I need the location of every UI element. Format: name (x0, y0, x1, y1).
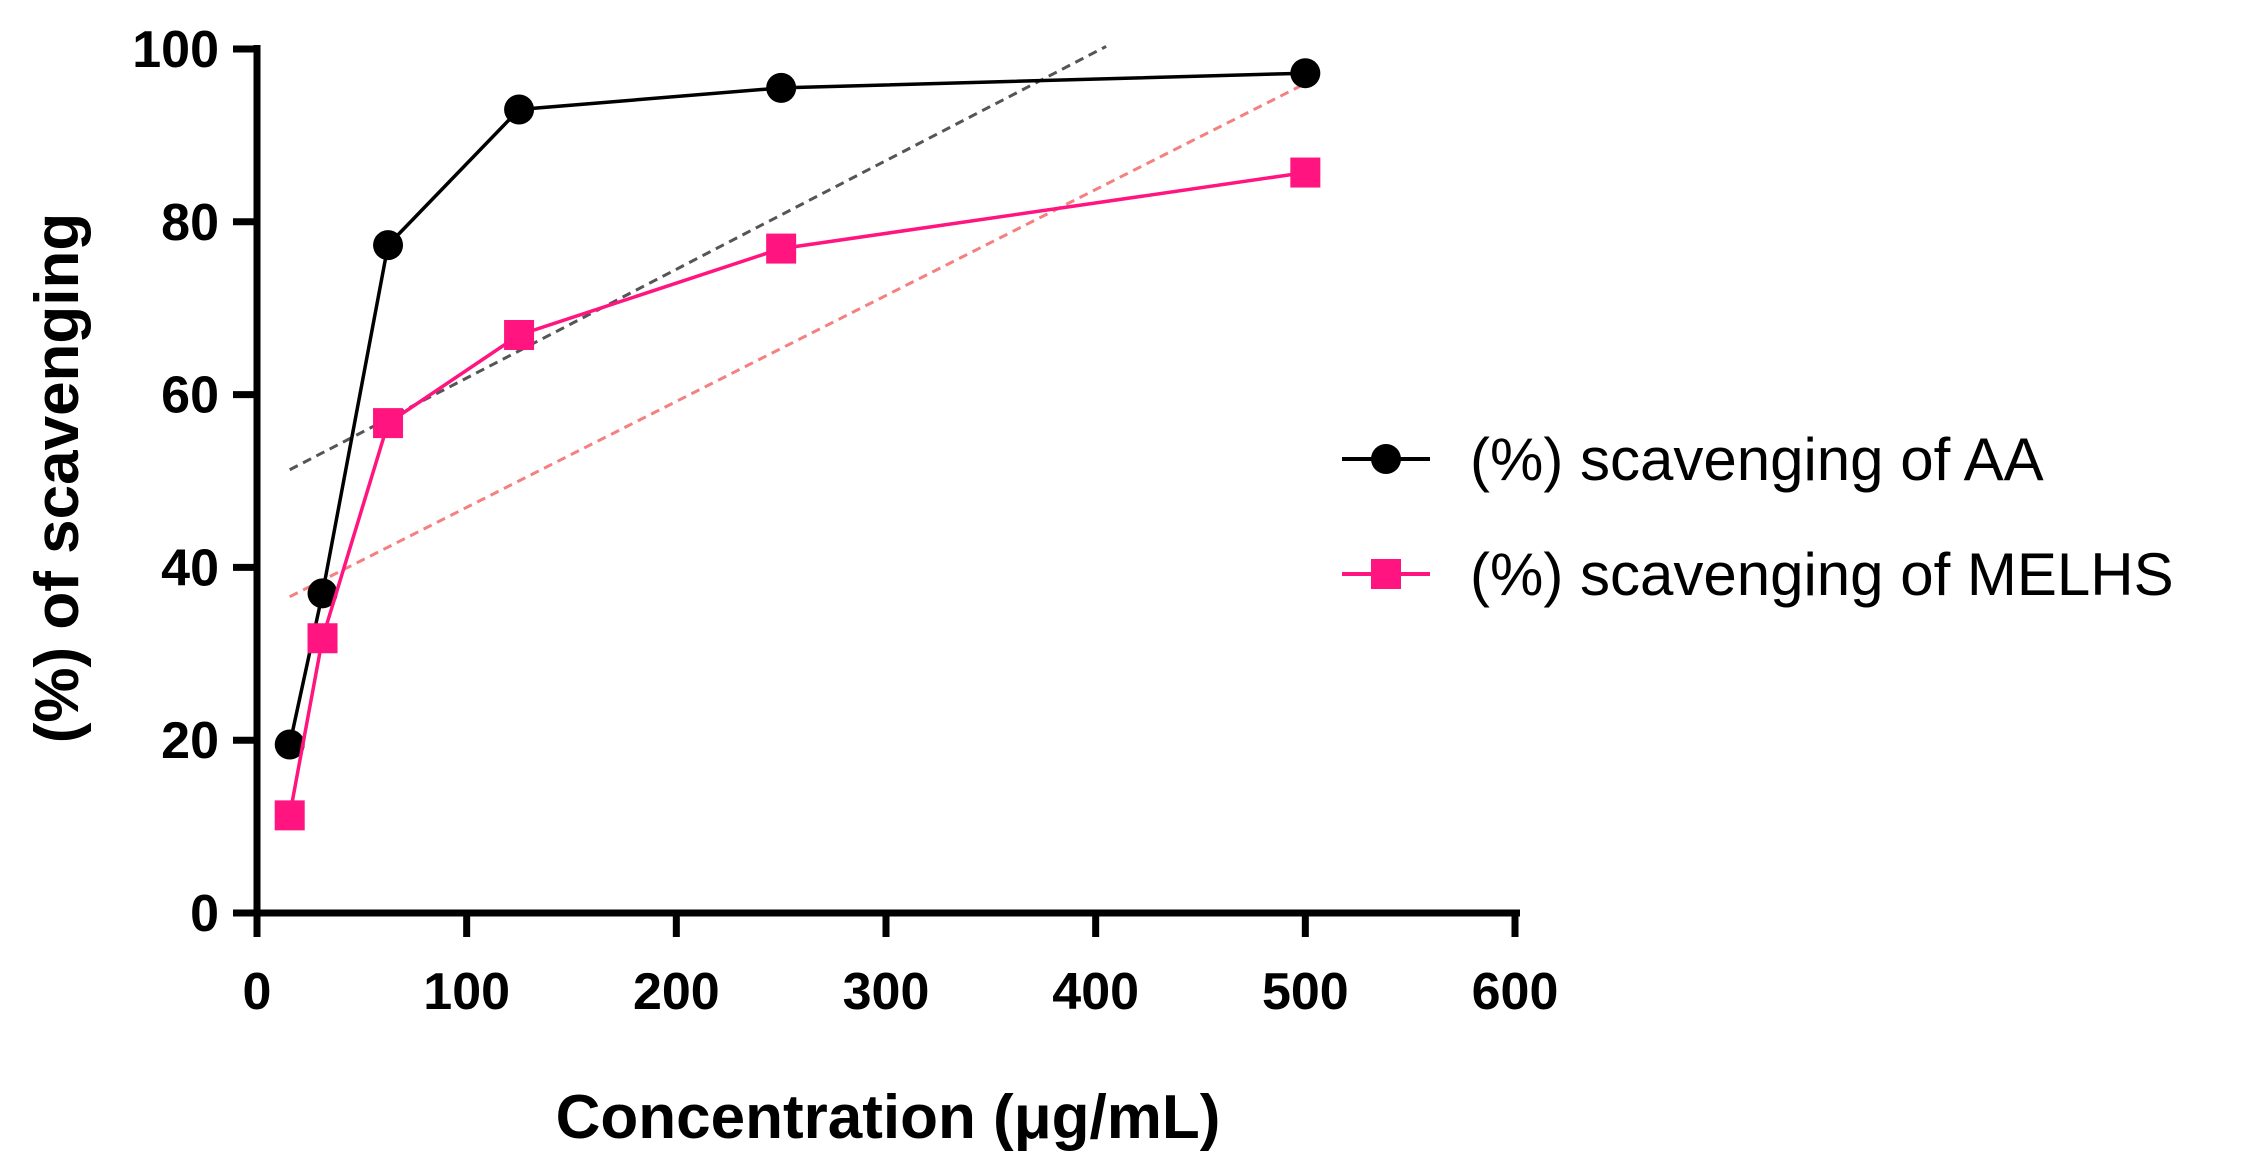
x-tick-label: 0 (243, 963, 272, 1021)
data-point-melhs (373, 408, 404, 439)
trendlines (289, 45, 1307, 599)
x-tick-label: 600 (1472, 963, 1559, 1021)
series (274, 58, 1321, 831)
y-axis-title: (%) of scavenging (23, 213, 92, 744)
data-point-aa (307, 578, 338, 609)
data-point-aa (274, 729, 305, 760)
data-point-melhs (504, 319, 535, 350)
legend-label-melhs: (%) scavenging of MELHS (1470, 541, 2174, 608)
legend: (%) scavenging of AA (%) scavenging of M… (1342, 426, 2174, 608)
y-tick-label: 80 (161, 194, 219, 252)
y-tick-label: 0 (190, 885, 219, 943)
x-tick-label: 200 (633, 963, 720, 1021)
data-point-aa (504, 94, 535, 125)
data-point-aa (1290, 58, 1321, 89)
x-ticks: 0 100 200 300 400 500 600 (243, 913, 1559, 1021)
x-tick-label: 500 (1262, 963, 1349, 1021)
data-point-melhs (766, 233, 797, 264)
x-tick-label: 300 (843, 963, 930, 1021)
legend-item-aa: (%) scavenging of AA (1342, 426, 2044, 493)
y-tick-label: 20 (161, 712, 219, 770)
legend-marker-melhs (1371, 559, 1401, 589)
data-point-aa (766, 72, 797, 103)
y-tick-label: 100 (132, 21, 219, 79)
data-point-melhs (307, 623, 338, 654)
series-line-aa (287, 71, 1306, 745)
series-line-melhs (287, 170, 1306, 816)
legend-marker-aa (1371, 444, 1401, 474)
y-tick-label: 60 (161, 367, 219, 425)
y-tick-label: 40 (161, 539, 219, 597)
legend-item-melhs: (%) scavenging of MELHS (1342, 541, 2174, 608)
data-point-aa (373, 230, 404, 261)
x-axis-title: Concentration (μg/mL) (556, 1083, 1221, 1152)
legend-label-aa: (%) scavenging of AA (1470, 426, 2044, 493)
x-tick-label: 400 (1052, 963, 1139, 1021)
data-point-melhs (274, 800, 305, 831)
axes (253, 45, 1520, 917)
y-ticks: 0 20 40 60 80 100 (132, 21, 257, 943)
data-point-melhs (1290, 157, 1321, 188)
x-tick-label: 100 (423, 963, 510, 1021)
trendline-melhs (289, 82, 1307, 599)
